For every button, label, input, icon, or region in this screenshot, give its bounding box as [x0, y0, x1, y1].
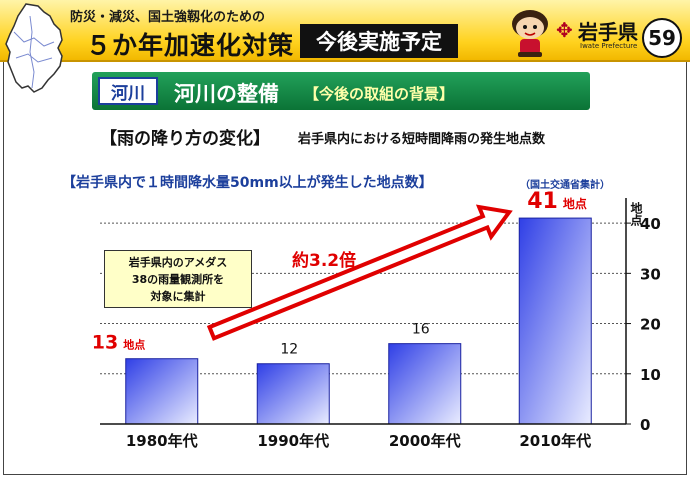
note-line: 38の雨量観測所を: [131, 273, 225, 286]
y-tick-label: 10: [640, 366, 661, 384]
growth-arrow-shape: [206, 204, 513, 341]
prefecture-emblem-icon: ✥: [556, 18, 573, 42]
chart-title: 【岩手県内で１時間降水量50mm以上が発生した地点数】: [62, 175, 433, 191]
x-tick-label: 1990年代: [257, 432, 329, 450]
y-axis-label: 地点: [629, 201, 643, 227]
note-line: 対象に集計: [150, 290, 206, 303]
data-label-unit: 地点: [563, 196, 587, 211]
page-number: 59: [642, 18, 682, 58]
x-tick-label: 1980年代: [126, 432, 198, 450]
iwate-map-icon: [5, 3, 63, 93]
data-label: 16: [412, 322, 430, 338]
heading-main: 【雨の降り方の変化】: [100, 129, 270, 149]
x-tick-label: 2000年代: [389, 432, 461, 450]
data-label-value: 13: [92, 332, 118, 354]
header-subtitle: 防災・減災、国土強靱化のための: [70, 10, 266, 25]
y-tick-label: 30: [640, 265, 661, 283]
growth-annotation: 約3.2倍: [292, 250, 356, 271]
y-tick-label: 40: [640, 215, 661, 233]
section-subtitle: 【今後の取組の背景】: [304, 85, 455, 103]
chart-source: （国土交通省集計）: [520, 180, 610, 191]
data-label-unit: 地点: [123, 338, 145, 352]
data-label: 41 地点: [527, 189, 587, 214]
header-title: ５か年加速化対策: [86, 31, 295, 60]
mascot-icon: [512, 10, 548, 57]
prefecture-name-en: Iwate Prefecture: [580, 42, 638, 50]
bar: [125, 358, 199, 425]
header-banner: 防災・減災、国土強靱化のための ５か年加速化対策 今後実施予定 ✥ 岩手県 Iw…: [0, 0, 690, 93]
heading-sub: 岩手県内における短時間降雨の発生地点数: [298, 132, 546, 147]
section-bar: 河川 河川の整備 【今後の取組の背景】: [92, 72, 590, 110]
bar: [518, 217, 592, 425]
y-tick-label: 0: [640, 416, 650, 434]
data-label-value: 41: [527, 189, 558, 214]
status-badge: 今後実施予定: [300, 24, 458, 58]
section-title: 河川の整備: [174, 82, 279, 106]
y-tick-label: 20: [640, 316, 661, 334]
note-line: 岩手県内のアメダス: [128, 256, 228, 269]
x-tick-label: 2010年代: [519, 432, 591, 450]
growth-arrow: [206, 204, 513, 341]
bar: [388, 343, 462, 425]
data-label: 13 地点: [92, 332, 145, 354]
data-label: 12: [280, 342, 298, 358]
bar: [256, 363, 330, 425]
prefecture-name: 岩手県: [578, 20, 638, 44]
note-box: 岩手県内のアメダス 38の雨量観測所を 対象に集計: [104, 250, 252, 308]
section-tag: 河川: [98, 77, 158, 105]
